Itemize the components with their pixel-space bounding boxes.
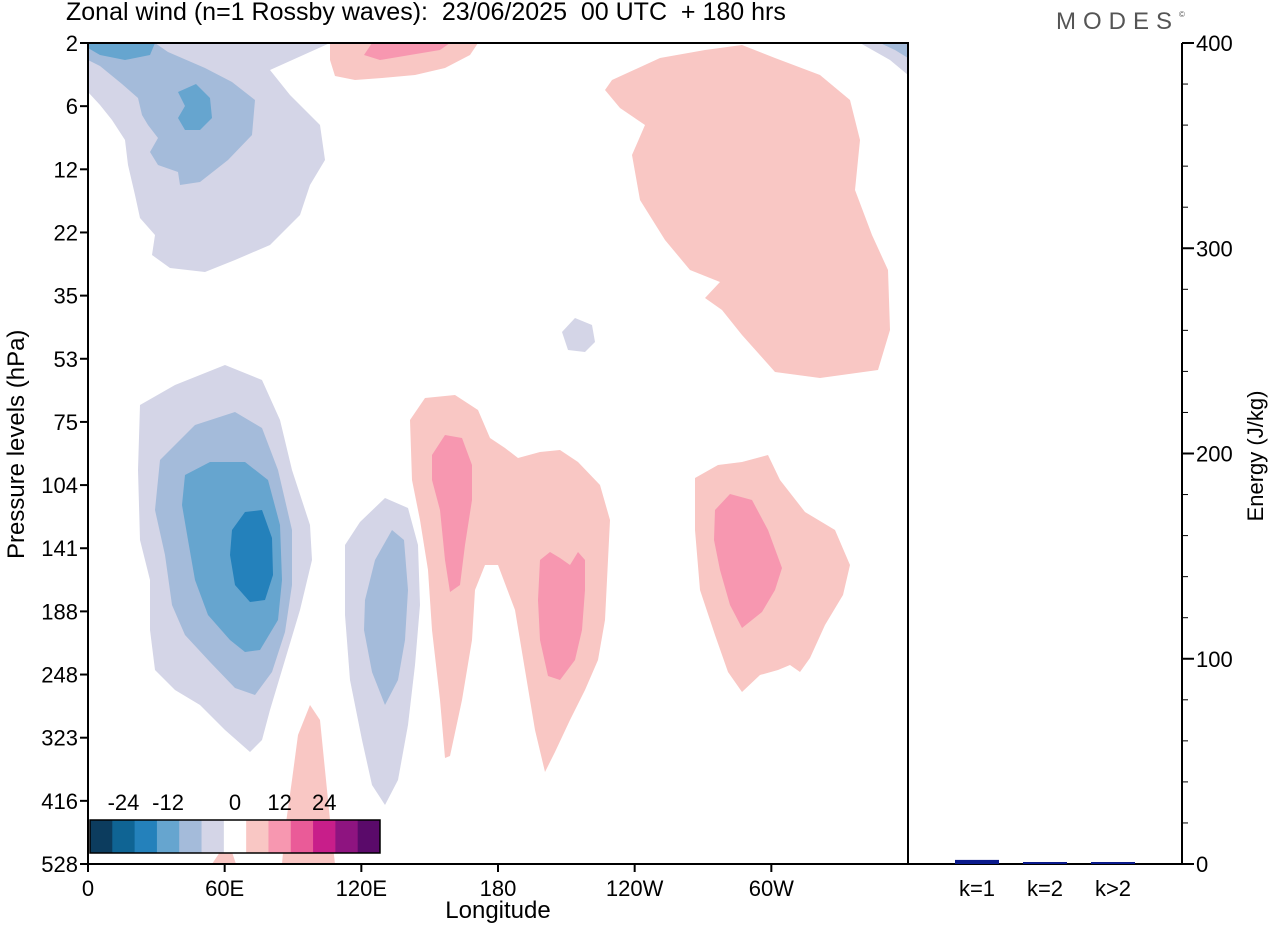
colorbar-tick-label: -24 xyxy=(108,790,140,815)
energy-category-label: k>2 xyxy=(1095,876,1131,901)
y-tick-label: 141 xyxy=(41,536,78,561)
colorbar-swatch xyxy=(90,820,113,853)
wind-contours xyxy=(88,43,908,864)
energy-tick-label: 300 xyxy=(1196,236,1233,261)
colorbar-tick-label: 0 xyxy=(229,790,241,815)
y-tick-label: 75 xyxy=(54,410,78,435)
contour-neg-column-core xyxy=(364,530,408,705)
x-axis-label: Longitude xyxy=(445,897,551,924)
energy-bar xyxy=(1023,862,1067,864)
y-tick-label: 2 xyxy=(66,31,78,56)
colorbar-tick-label: -12 xyxy=(152,790,184,815)
energy-tick-label: 0 xyxy=(1196,852,1208,877)
y-tick-label: 323 xyxy=(41,726,78,751)
colorbar-swatch xyxy=(335,820,359,853)
colorbar-swatch xyxy=(246,820,269,853)
contour-pos-upper-right xyxy=(605,45,890,378)
colorbar-swatch xyxy=(290,820,314,853)
y-axis: 2 6 12 22 35 53 75 104 141 188 248 323 416 528 xyxy=(41,31,88,877)
x-tick-label: 60E xyxy=(205,876,244,901)
modes-logo: MODES© xyxy=(1056,8,1185,36)
x-tick-label: 120E xyxy=(336,876,387,901)
contour-pos-bottom-2 xyxy=(212,852,236,864)
energy-bar xyxy=(955,859,999,864)
contour-neg-upper-core xyxy=(88,43,155,60)
colorbar-swatch xyxy=(313,820,336,853)
y-tick-label: 35 xyxy=(54,284,78,309)
energy-tick-label: 200 xyxy=(1196,442,1233,467)
y-tick-label: 53 xyxy=(54,347,78,372)
y-tick-label: 188 xyxy=(41,599,78,624)
y-tick-label: 22 xyxy=(54,220,78,245)
x-axis: 0 60E 120E 180 120W 60W xyxy=(82,864,794,901)
colorbar: -24 -12 0 12 24 xyxy=(89,790,381,854)
colorbar-tick-label: 12 xyxy=(267,790,291,815)
contour-neg-upper-mid xyxy=(88,43,255,185)
energy-tick-label: 400 xyxy=(1196,31,1233,56)
y-tick-label: 528 xyxy=(41,852,78,877)
contour-pos-sys2-core xyxy=(714,494,782,628)
x-tick-label: 120W xyxy=(606,876,664,901)
colorbar-swatch xyxy=(223,820,247,853)
colorbar-swatch xyxy=(201,820,225,853)
contour-pos-sys1-core-b xyxy=(538,552,585,680)
contour-neg-mid-core xyxy=(230,510,273,602)
x-tick-label: 180 xyxy=(480,876,517,901)
contour-neg-upper-core2 xyxy=(178,84,212,130)
contour-neg-small-blob xyxy=(562,318,595,352)
energy-bar xyxy=(1091,862,1135,864)
contour-neg-corner-core xyxy=(880,43,908,58)
x-tick-label: 60W xyxy=(749,876,794,901)
energy-axis: 0 100 200 300 400 xyxy=(1182,31,1233,877)
colorbar-frame xyxy=(89,819,381,854)
logo-text: MODES xyxy=(1056,8,1180,35)
contour-pos-sys1-core-a xyxy=(432,435,472,592)
y-tick-label: 6 xyxy=(66,94,78,119)
y-tick-label: 104 xyxy=(41,473,78,498)
x-tick-label: 0 xyxy=(82,876,94,901)
colorbar-swatch xyxy=(179,820,203,853)
colorbar-swatch xyxy=(357,820,381,853)
colorbar-tick-label: 24 xyxy=(312,790,336,815)
energy-bars: k=1 k=2 k>2 xyxy=(955,859,1135,901)
y-tick-label: 248 xyxy=(41,663,78,688)
energy-category-label: k=1 xyxy=(959,876,995,901)
colorbar-swatch xyxy=(268,820,292,853)
y-tick-label: 416 xyxy=(41,789,78,814)
colorbar-swatch xyxy=(112,820,136,853)
chart-title: Zonal wind (n=1 Rossby waves): 23/06/202… xyxy=(66,0,786,26)
contour-neg-corner xyxy=(860,43,908,75)
energy-category-label: k=2 xyxy=(1027,876,1063,901)
y-tick-label: 12 xyxy=(54,157,78,182)
contour-pos-top-core xyxy=(364,43,450,60)
colorbar-swatch xyxy=(134,820,158,853)
colorbar-swatch xyxy=(156,820,180,853)
logo-mark: © xyxy=(1179,10,1185,19)
energy-tick-label: 100 xyxy=(1196,647,1233,672)
